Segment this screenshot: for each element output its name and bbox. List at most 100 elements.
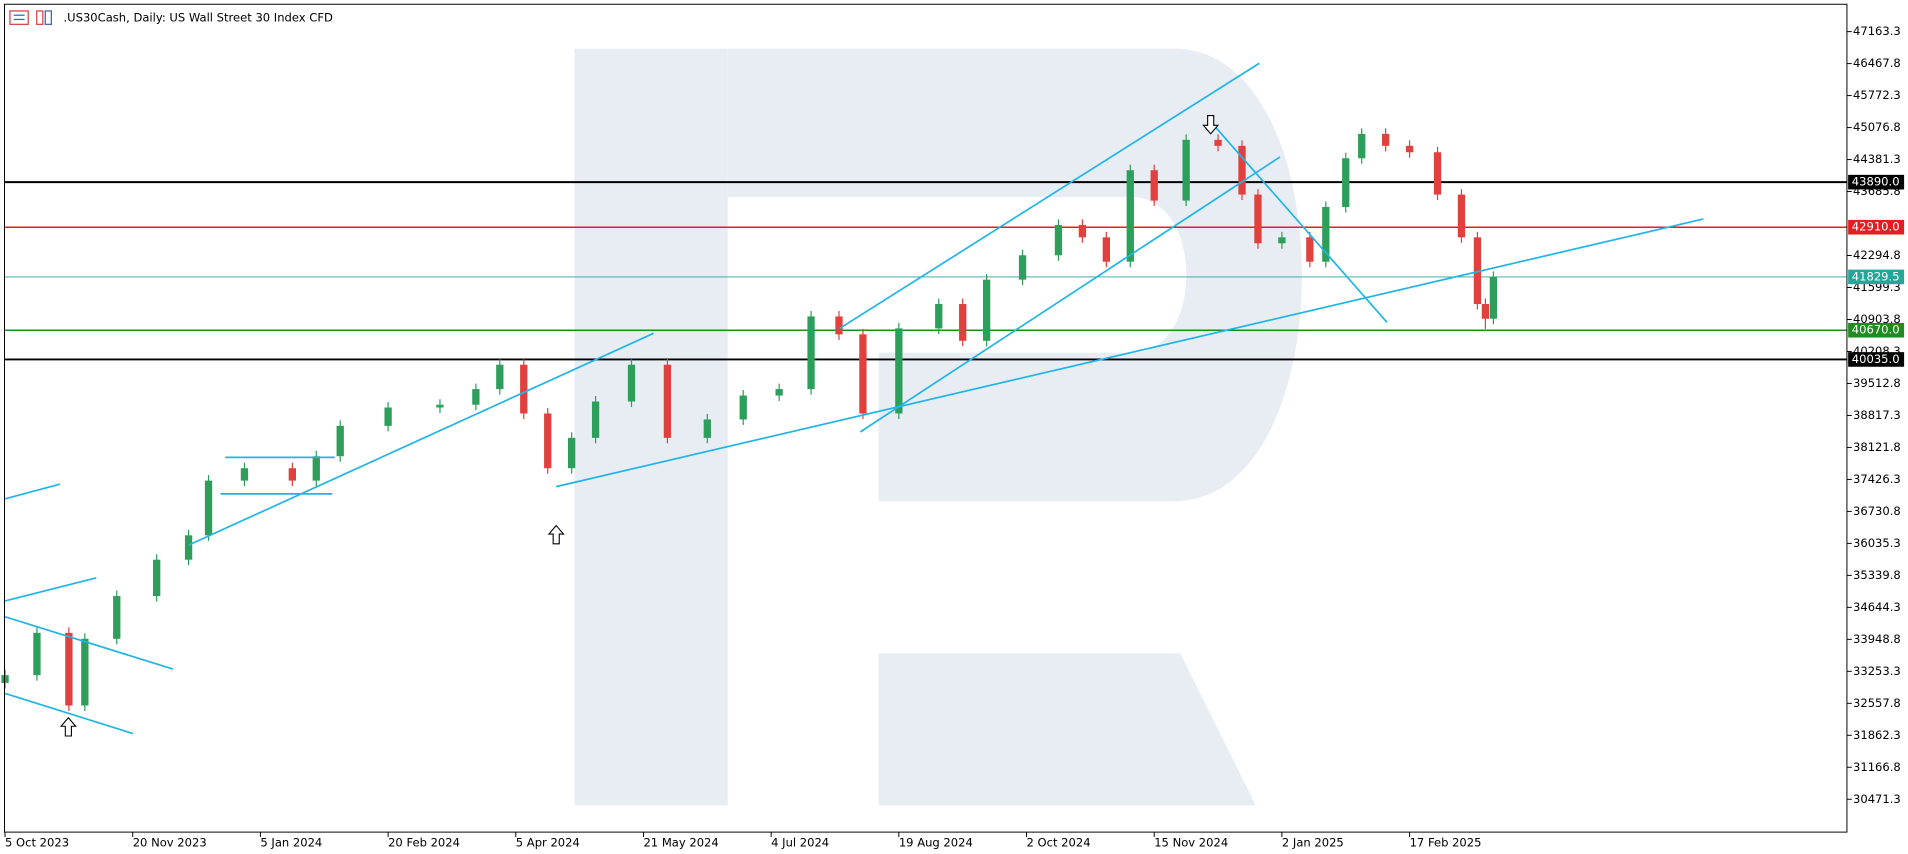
candle-body (1214, 139, 1222, 146)
candle-body (1, 675, 9, 683)
candle-body (1358, 133, 1366, 159)
level-label: 40670.0 (1852, 323, 1900, 337)
candle-body (81, 638, 89, 706)
y-tick-label: 31166.8 (1853, 760, 1901, 774)
candle-body (703, 419, 711, 438)
candle-body (384, 407, 392, 426)
candle-body (1254, 194, 1262, 244)
candle-body (1382, 133, 1390, 146)
watermark-leg (878, 653, 1256, 806)
candle-body (1433, 152, 1442, 195)
candle-body (1489, 276, 1498, 319)
y-tick-label: 45772.3 (1853, 88, 1901, 102)
candle-body (1473, 237, 1482, 305)
x-tick-label: 17 Feb 2025 (1410, 836, 1482, 850)
trendline (839, 62, 1260, 330)
candle-body (807, 316, 815, 390)
y-tick-label: 38121.8 (1853, 440, 1901, 454)
y-tick-label: 33948.8 (1853, 632, 1901, 646)
trendline (859, 156, 1281, 433)
x-tick-label: 20 Nov 2023 (133, 836, 207, 850)
y-tick-label: 37426.3 (1853, 472, 1901, 486)
up-arrow (59, 716, 77, 737)
level-box (1848, 269, 1905, 285)
candle-body (336, 425, 344, 457)
trendline (4, 692, 134, 735)
candle-body (520, 364, 528, 414)
x-tick-label: 5 Oct 2023 (5, 836, 69, 850)
candle-body (627, 364, 636, 402)
x-tick-label: 19 Aug 2024 (899, 836, 973, 850)
down-arrow (1202, 115, 1220, 135)
trendline (1210, 121, 1388, 323)
x-tick-label: 20 Feb 2024 (388, 836, 460, 850)
up-arrow (547, 524, 565, 545)
candle-body (240, 468, 249, 481)
candle-body (739, 395, 747, 420)
candle-body (1054, 224, 1063, 256)
candles (1, 128, 1498, 712)
x-tick-label: 4 Jul 2024 (771, 836, 829, 850)
level-labels: 43890.0 42910.0 41829.5 40670.0 40035.0 (1848, 175, 1905, 367)
y-tick-label: 46467.8 (1853, 56, 1901, 70)
y-tick-label: 38817.3 (1853, 408, 1901, 422)
candle-body (895, 328, 903, 414)
level-label: 40035.0 (1852, 352, 1900, 366)
candle-body (591, 401, 600, 438)
candle-body (436, 404, 444, 408)
arrows (59, 115, 1220, 737)
level-label: 41829.5 (1852, 269, 1900, 283)
y-tick-label: 36035.3 (1853, 536, 1901, 550)
level-box (1848, 352, 1905, 367)
y-tick-label: 45076.8 (1853, 120, 1901, 134)
candle-body (544, 413, 552, 469)
trendline (4, 577, 97, 602)
trendlines (4, 62, 1704, 735)
candle-body (1182, 139, 1190, 201)
candle-body (184, 535, 193, 560)
header: .US30Cash, Daily: US Wall Street 30 Inde… (9, 10, 333, 25)
y-tick-label: 32557.8 (1853, 696, 1901, 710)
level-label: 42910.0 (1852, 220, 1900, 234)
candle-body (663, 364, 672, 438)
watermark-bowl (727, 48, 1302, 502)
candle-body (775, 389, 783, 396)
candle-body (1306, 237, 1314, 262)
candle-body (859, 334, 867, 414)
y-tick-label: 31862.3 (1853, 728, 1901, 742)
candle-body (1238, 145, 1246, 195)
candle-body (982, 279, 991, 341)
candle-body (1457, 194, 1466, 238)
candle-body (1078, 224, 1087, 238)
icon-list (9, 10, 29, 25)
candle-body (65, 632, 73, 706)
candle-body (1322, 206, 1330, 262)
y-tick-label: 39512.8 (1853, 376, 1901, 390)
level-label: 43890.0 (1852, 175, 1900, 189)
x-tick-label: 15 Nov 2024 (1154, 836, 1228, 850)
candle-body (835, 316, 843, 335)
y-tick-label: 40903.8 (1853, 312, 1901, 326)
trendline (556, 218, 1704, 488)
plot-frame (4, 3, 1848, 833)
candle-body (204, 480, 213, 536)
x-tick-label: 5 Jan 2024 (260, 836, 322, 850)
candle-body (113, 596, 121, 639)
candle-body (472, 389, 480, 405)
trendline (188, 332, 654, 546)
candle-body (1126, 170, 1134, 262)
trendline (4, 483, 61, 500)
y-tick-label: 36730.8 (1853, 504, 1901, 518)
candle-body (567, 437, 576, 469)
y-tick-label: 42294.8 (1853, 248, 1901, 262)
trendline (4, 615, 174, 670)
y-tick-label: 47163.3 (1853, 24, 1901, 38)
icon-bar (36, 10, 44, 25)
candle-body (1342, 158, 1350, 207)
y-tick-label: 30471.3 (1853, 792, 1901, 806)
candle-body (1405, 145, 1414, 153)
x-tick-label: 5 Apr 2024 (516, 836, 580, 850)
candle-body (496, 364, 504, 390)
